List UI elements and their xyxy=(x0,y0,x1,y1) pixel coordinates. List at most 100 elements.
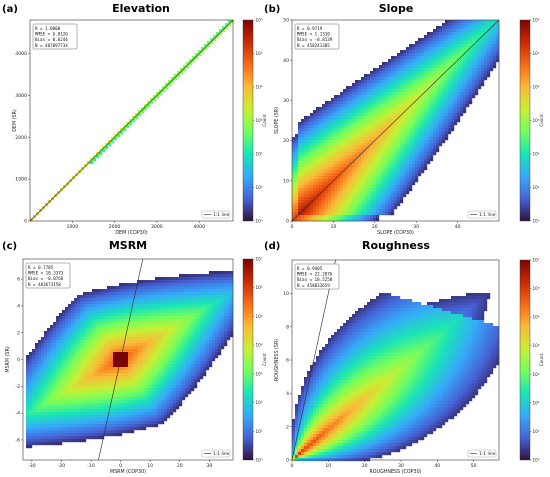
density-cell xyxy=(116,310,120,314)
density-cell xyxy=(394,164,398,168)
density-cell xyxy=(98,319,102,323)
density-cell xyxy=(101,385,105,389)
density-cell xyxy=(409,176,413,180)
density-cell xyxy=(128,367,132,371)
density-cell xyxy=(125,382,129,386)
density-cell xyxy=(143,400,147,404)
density-cell xyxy=(89,316,93,320)
density-cell xyxy=(370,197,374,201)
density-cell xyxy=(433,53,437,57)
density-cell xyxy=(373,143,377,147)
density-cell xyxy=(89,370,93,374)
density-cell xyxy=(140,349,144,353)
density-cell xyxy=(80,331,84,335)
density-cell xyxy=(68,391,72,395)
density-cell xyxy=(26,415,30,419)
density-cell xyxy=(131,400,135,404)
density-cell xyxy=(439,26,443,30)
density-cell xyxy=(370,185,374,189)
density-cell xyxy=(213,35,217,39)
density-cell xyxy=(134,394,138,398)
density-cell xyxy=(403,92,407,96)
density-cell xyxy=(122,286,126,290)
density-cell xyxy=(388,188,392,192)
density-cell xyxy=(355,146,359,150)
density-cell xyxy=(328,164,332,168)
density-cell xyxy=(385,80,389,84)
density-cell xyxy=(98,304,102,308)
density-cell xyxy=(382,104,386,108)
density-cell xyxy=(59,400,63,404)
density-cell xyxy=(376,101,380,105)
density-cell xyxy=(373,113,377,117)
density-cell xyxy=(475,50,479,54)
density-cell xyxy=(415,50,419,54)
density-cell xyxy=(295,161,299,165)
density-cell xyxy=(379,92,383,96)
density-cell xyxy=(382,89,386,93)
density-cell xyxy=(307,125,311,129)
density-cell xyxy=(292,203,296,207)
density-cell xyxy=(439,44,443,48)
density-cell xyxy=(385,131,389,135)
density-cell xyxy=(77,355,81,359)
density-cell xyxy=(119,385,123,389)
density-cell xyxy=(77,298,81,302)
density-cell xyxy=(472,50,476,54)
density-cell xyxy=(116,430,120,434)
density-cell xyxy=(140,409,144,413)
density-cell xyxy=(122,319,126,323)
density-cell xyxy=(35,421,39,425)
density-cell xyxy=(331,200,335,204)
density-cell xyxy=(334,116,338,120)
density-cell xyxy=(445,113,449,117)
density-cell xyxy=(388,131,392,135)
density-cell xyxy=(352,119,356,123)
density-cell xyxy=(361,176,365,180)
density-cell xyxy=(475,20,479,24)
density-cell xyxy=(107,322,111,326)
density-cell xyxy=(101,376,105,380)
density-cell xyxy=(95,367,99,371)
density-cell xyxy=(349,134,353,138)
density-cell xyxy=(340,209,344,213)
density-cell xyxy=(35,370,39,374)
density-cell xyxy=(62,415,66,419)
density-cell xyxy=(412,167,416,171)
density-cell xyxy=(439,104,443,108)
density-cell xyxy=(325,101,329,105)
density-cell xyxy=(80,412,84,416)
density-cell xyxy=(216,35,220,39)
density-cell xyxy=(367,95,371,99)
density-cell xyxy=(370,122,374,126)
density-cell xyxy=(484,20,488,24)
density-cell xyxy=(382,185,386,189)
density-cell xyxy=(469,50,473,54)
density-cell xyxy=(412,143,416,147)
density-cell xyxy=(140,289,144,293)
density-cell xyxy=(328,185,332,189)
density-cell xyxy=(322,188,326,192)
density-cell xyxy=(394,167,398,171)
density-cell xyxy=(38,394,42,398)
density-cell xyxy=(68,385,72,389)
density-cell xyxy=(337,203,341,207)
density-cell xyxy=(343,179,347,183)
density-cell xyxy=(111,140,115,144)
density-cell xyxy=(331,116,335,120)
density-cell xyxy=(98,400,102,404)
density-cell xyxy=(119,415,123,419)
density-cell xyxy=(331,197,335,201)
density-cell xyxy=(119,427,123,431)
density-cell xyxy=(481,29,485,33)
density-cell xyxy=(439,74,443,78)
density-cell xyxy=(448,92,452,96)
density-cell xyxy=(415,155,419,159)
density-cell xyxy=(95,301,99,305)
density-cell xyxy=(98,385,102,389)
density-cell xyxy=(146,406,150,410)
density-cell xyxy=(349,125,353,129)
density-cell xyxy=(68,400,72,404)
density-cell xyxy=(424,152,428,156)
density-cell xyxy=(116,295,120,299)
